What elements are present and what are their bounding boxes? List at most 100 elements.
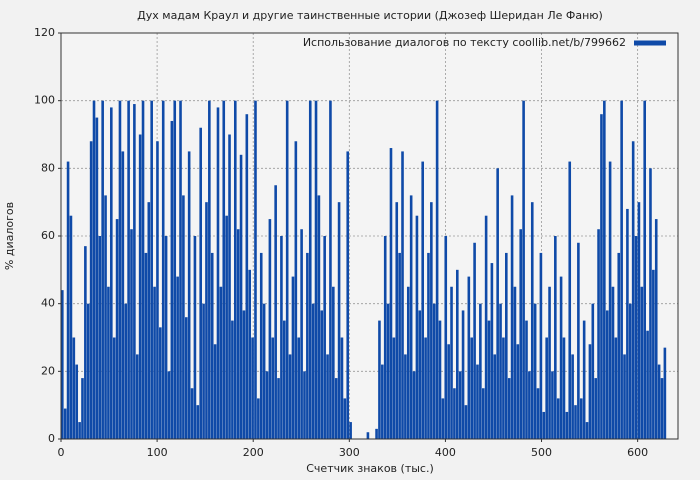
y-tick-label: 0: [48, 432, 55, 445]
chart-title: Дух мадам Краул и другие таинственные ис…: [137, 9, 603, 22]
bar: [107, 286, 110, 439]
bar: [588, 344, 592, 439]
bar: [467, 276, 471, 439]
bar: [539, 252, 543, 439]
bar: [110, 107, 113, 439]
bar: [208, 100, 211, 440]
bar: [634, 236, 638, 439]
legend-label: Использование диалогов по тексту coollib…: [303, 36, 626, 49]
bar: [121, 151, 125, 439]
bar: [473, 242, 476, 439]
bar: [251, 337, 254, 439]
bar: [444, 236, 448, 439]
x-tick-label: 200: [243, 446, 264, 459]
bar: [378, 320, 381, 439]
bar: [187, 151, 191, 439]
bar: [551, 371, 554, 439]
bar: [556, 398, 560, 439]
bar: [401, 151, 404, 439]
bar: [78, 422, 81, 439]
bar: [239, 154, 243, 440]
bar: [577, 242, 580, 439]
bar: [72, 337, 76, 439]
bar: [205, 202, 208, 439]
x-axis-label: Счетчик знаков (тыс.): [306, 462, 434, 475]
bar: [657, 364, 661, 439]
bar: [176, 276, 179, 439]
bar: [614, 337, 618, 439]
bar: [611, 286, 615, 439]
bar: [320, 310, 324, 439]
bar: [519, 229, 523, 439]
bar: [115, 219, 119, 439]
bar: [308, 100, 312, 440]
y-tick-label: 80: [41, 161, 55, 174]
bar: [104, 195, 107, 439]
bar: [435, 100, 439, 440]
bar: [366, 432, 370, 439]
bar: [69, 215, 73, 439]
x-tick-label: 500: [531, 446, 552, 459]
bar: [184, 317, 188, 439]
bar: [424, 337, 427, 439]
bar: [481, 388, 485, 439]
bar: [147, 202, 151, 439]
bar: [605, 310, 609, 439]
bar: [585, 422, 589, 439]
bar: [285, 100, 289, 440]
plot-frame: [60, 32, 679, 440]
bar: [303, 371, 306, 439]
bar: [349, 422, 352, 439]
bar: [81, 378, 84, 439]
bar: [202, 303, 205, 439]
bar: [458, 371, 462, 439]
bar: [628, 303, 632, 439]
bar: [505, 252, 508, 439]
x-tick-label: 400: [435, 446, 456, 459]
bar: [182, 195, 185, 439]
bar: [525, 320, 528, 439]
bar: [455, 269, 459, 439]
bar: [118, 100, 122, 440]
bar: [389, 148, 393, 440]
y-axis-label: % диалогов: [3, 202, 16, 270]
bar: [233, 100, 237, 440]
bar: [554, 236, 557, 439]
bar: [332, 286, 335, 439]
bar: [61, 290, 64, 439]
bar: [502, 337, 505, 439]
bar: [66, 161, 70, 440]
bar: [288, 354, 292, 439]
bar: [337, 202, 341, 439]
bar: [617, 252, 621, 439]
bar: [283, 320, 286, 439]
bar: [63, 408, 67, 439]
bar: [306, 252, 309, 439]
bar: [222, 100, 226, 440]
bar: [179, 100, 182, 440]
bar: [548, 286, 551, 439]
bar: [101, 100, 104, 440]
bar: [161, 100, 165, 440]
bar: [654, 219, 658, 439]
y-tick-label: 100: [34, 94, 55, 107]
bar: [415, 215, 419, 439]
bar: [591, 303, 595, 439]
x-tick-label: 100: [147, 446, 168, 459]
bar: [199, 127, 202, 439]
bar: [499, 303, 502, 439]
bar: [84, 246, 87, 439]
y-tick-label: 60: [41, 229, 55, 242]
bar: [398, 252, 401, 439]
bar: [562, 337, 566, 439]
y-tick-label: 20: [41, 364, 55, 377]
bar: [216, 107, 220, 439]
bar: [291, 276, 295, 439]
bar: [660, 378, 664, 439]
bar: [193, 236, 197, 439]
bar: [603, 100, 606, 440]
bar: [623, 354, 626, 439]
bar: [516, 344, 520, 439]
bar: [597, 229, 600, 439]
bar: [133, 104, 136, 440]
